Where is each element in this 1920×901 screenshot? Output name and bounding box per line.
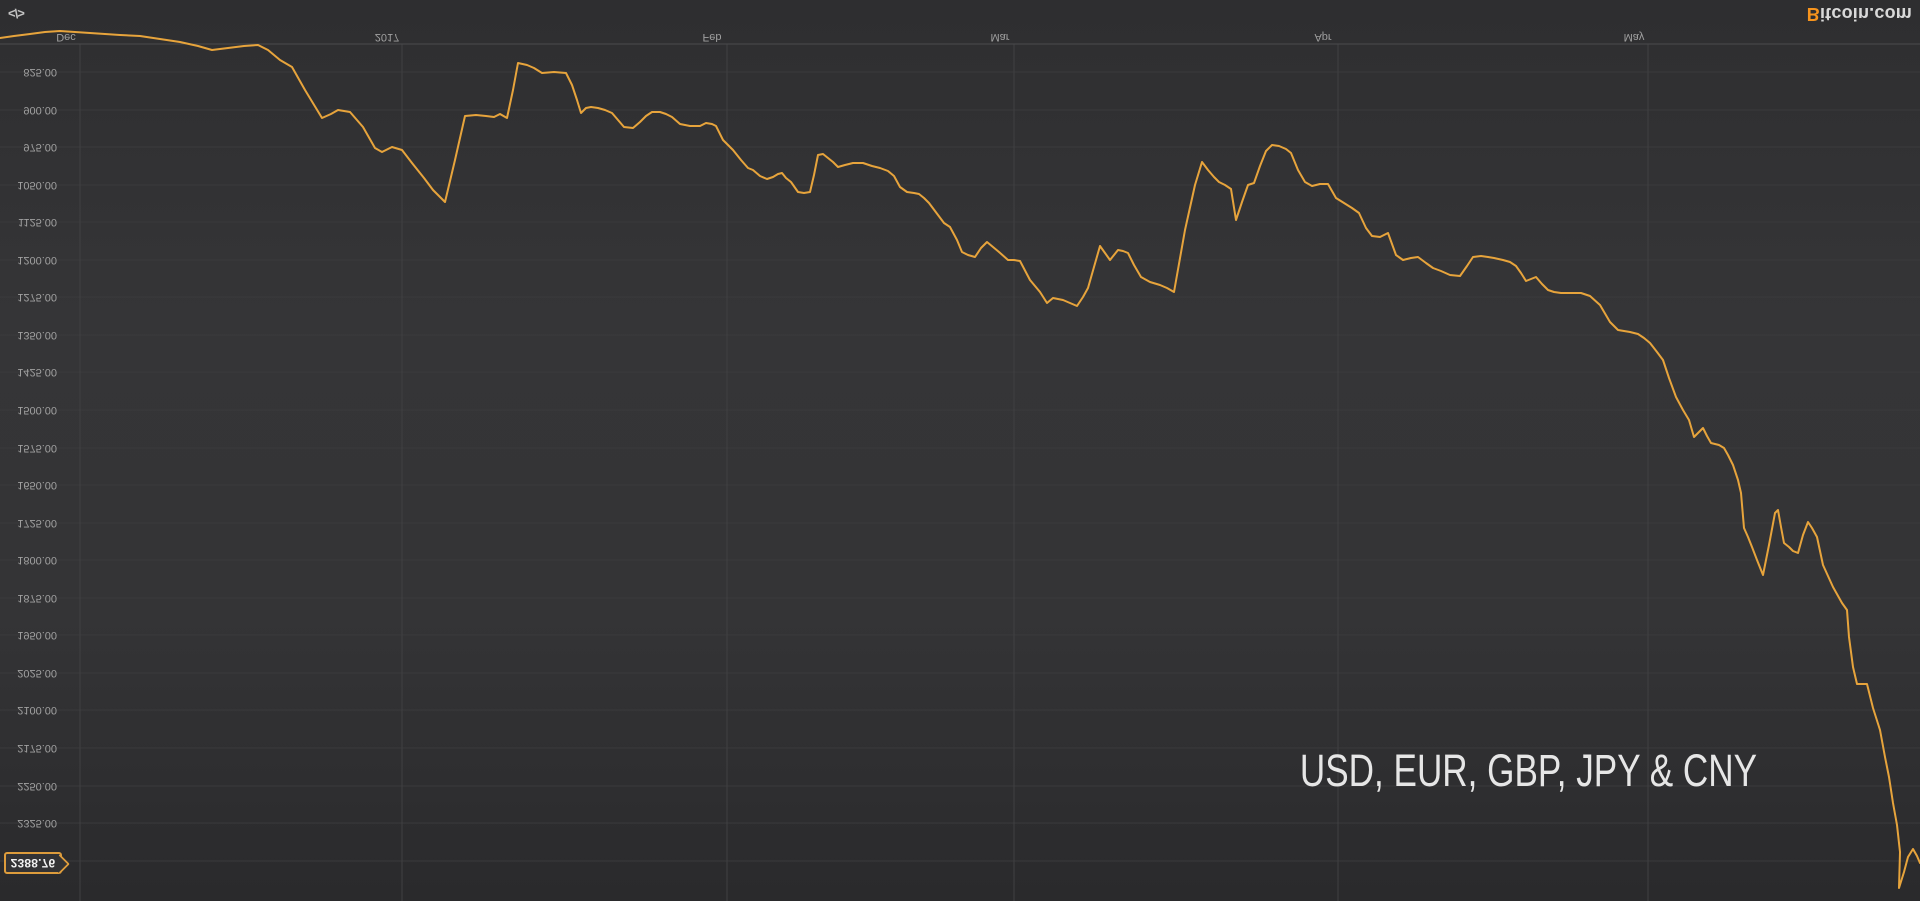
y-axis-label: 1575.00 <box>17 442 57 454</box>
last-price-value: 2388.76 <box>10 856 56 870</box>
x-axis-label: Dec <box>56 31 76 43</box>
price-line[interactable] <box>0 30 1920 889</box>
y-axis-label: 2025.00 <box>17 667 57 679</box>
y-axis-label: 2100.00 <box>17 704 57 716</box>
x-axis-label: May <box>1623 31 1645 43</box>
y-axis-label: 1500.00 <box>17 404 57 416</box>
bitcoin-logo-rest: itcoin.com <box>1819 4 1912 24</box>
y-axis-label: 1200.00 <box>17 254 57 266</box>
y-axis-label: 1275.00 <box>17 291 57 303</box>
y-axis-label: 975.00 <box>23 141 57 153</box>
y-axis-label: 1050.00 <box>17 179 57 191</box>
x-axis-label: Mar <box>990 31 1010 43</box>
x-axis-label: Apr <box>1314 31 1332 43</box>
x-axis-label: 2017 <box>374 31 400 43</box>
y-axis-label: 1425.00 <box>17 366 57 378</box>
y-axis-label: 2175.00 <box>17 742 57 754</box>
last-price-tag: 2388.76 <box>4 852 62 874</box>
y-axis-label: 1950.00 <box>17 629 57 641</box>
y-axis-label: 1800.00 <box>17 554 57 566</box>
y-axis-label: 1650.00 <box>17 479 57 491</box>
y-axis-label: 1125.00 <box>18 216 57 228</box>
y-axis-label: 2250.00 <box>17 780 57 792</box>
bitcoin-logo-b: B <box>1806 4 1820 24</box>
bitcoin-logo[interactable]: Bitcoin.com <box>1807 3 1912 24</box>
x-axis-label: Feb <box>702 31 722 43</box>
embed-code-icon[interactable]: </> <box>8 6 24 21</box>
y-axis-label: 2325.00 <box>17 817 57 829</box>
y-axis-label: 1875.00 <box>17 592 57 604</box>
chart-title: USD, EUR, GBP, JPY & CNY <box>1299 745 1757 796</box>
y-axis-label: 900.00 <box>23 104 57 116</box>
y-axis-label: 1725.00 <box>17 517 57 529</box>
y-axis-label: 1350.00 <box>17 329 57 341</box>
y-axis-label: 825.00 <box>23 66 57 78</box>
